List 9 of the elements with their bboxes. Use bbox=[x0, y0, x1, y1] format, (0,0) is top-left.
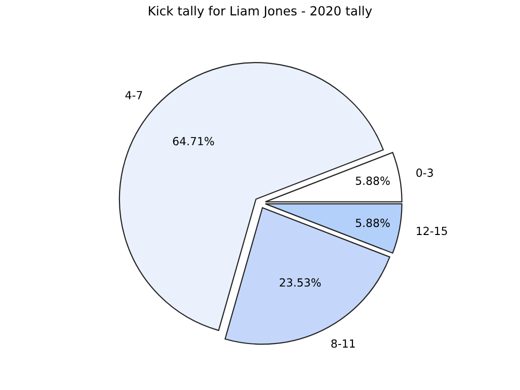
data-label: 23.53% bbox=[280, 278, 321, 287]
slice-label: 8-11 bbox=[331, 339, 355, 348]
slice-label: 0-3 bbox=[416, 168, 433, 177]
chart-title: Kick tally for Liam Jones - 2020 tally bbox=[148, 6, 372, 18]
data-label: 64.71% bbox=[173, 136, 214, 146]
slice-label: 12-15 bbox=[416, 226, 447, 236]
data-label: 5.88% bbox=[356, 218, 390, 228]
slice-label: 4-7 bbox=[125, 91, 142, 100]
data-label: 5.88% bbox=[356, 176, 390, 185]
